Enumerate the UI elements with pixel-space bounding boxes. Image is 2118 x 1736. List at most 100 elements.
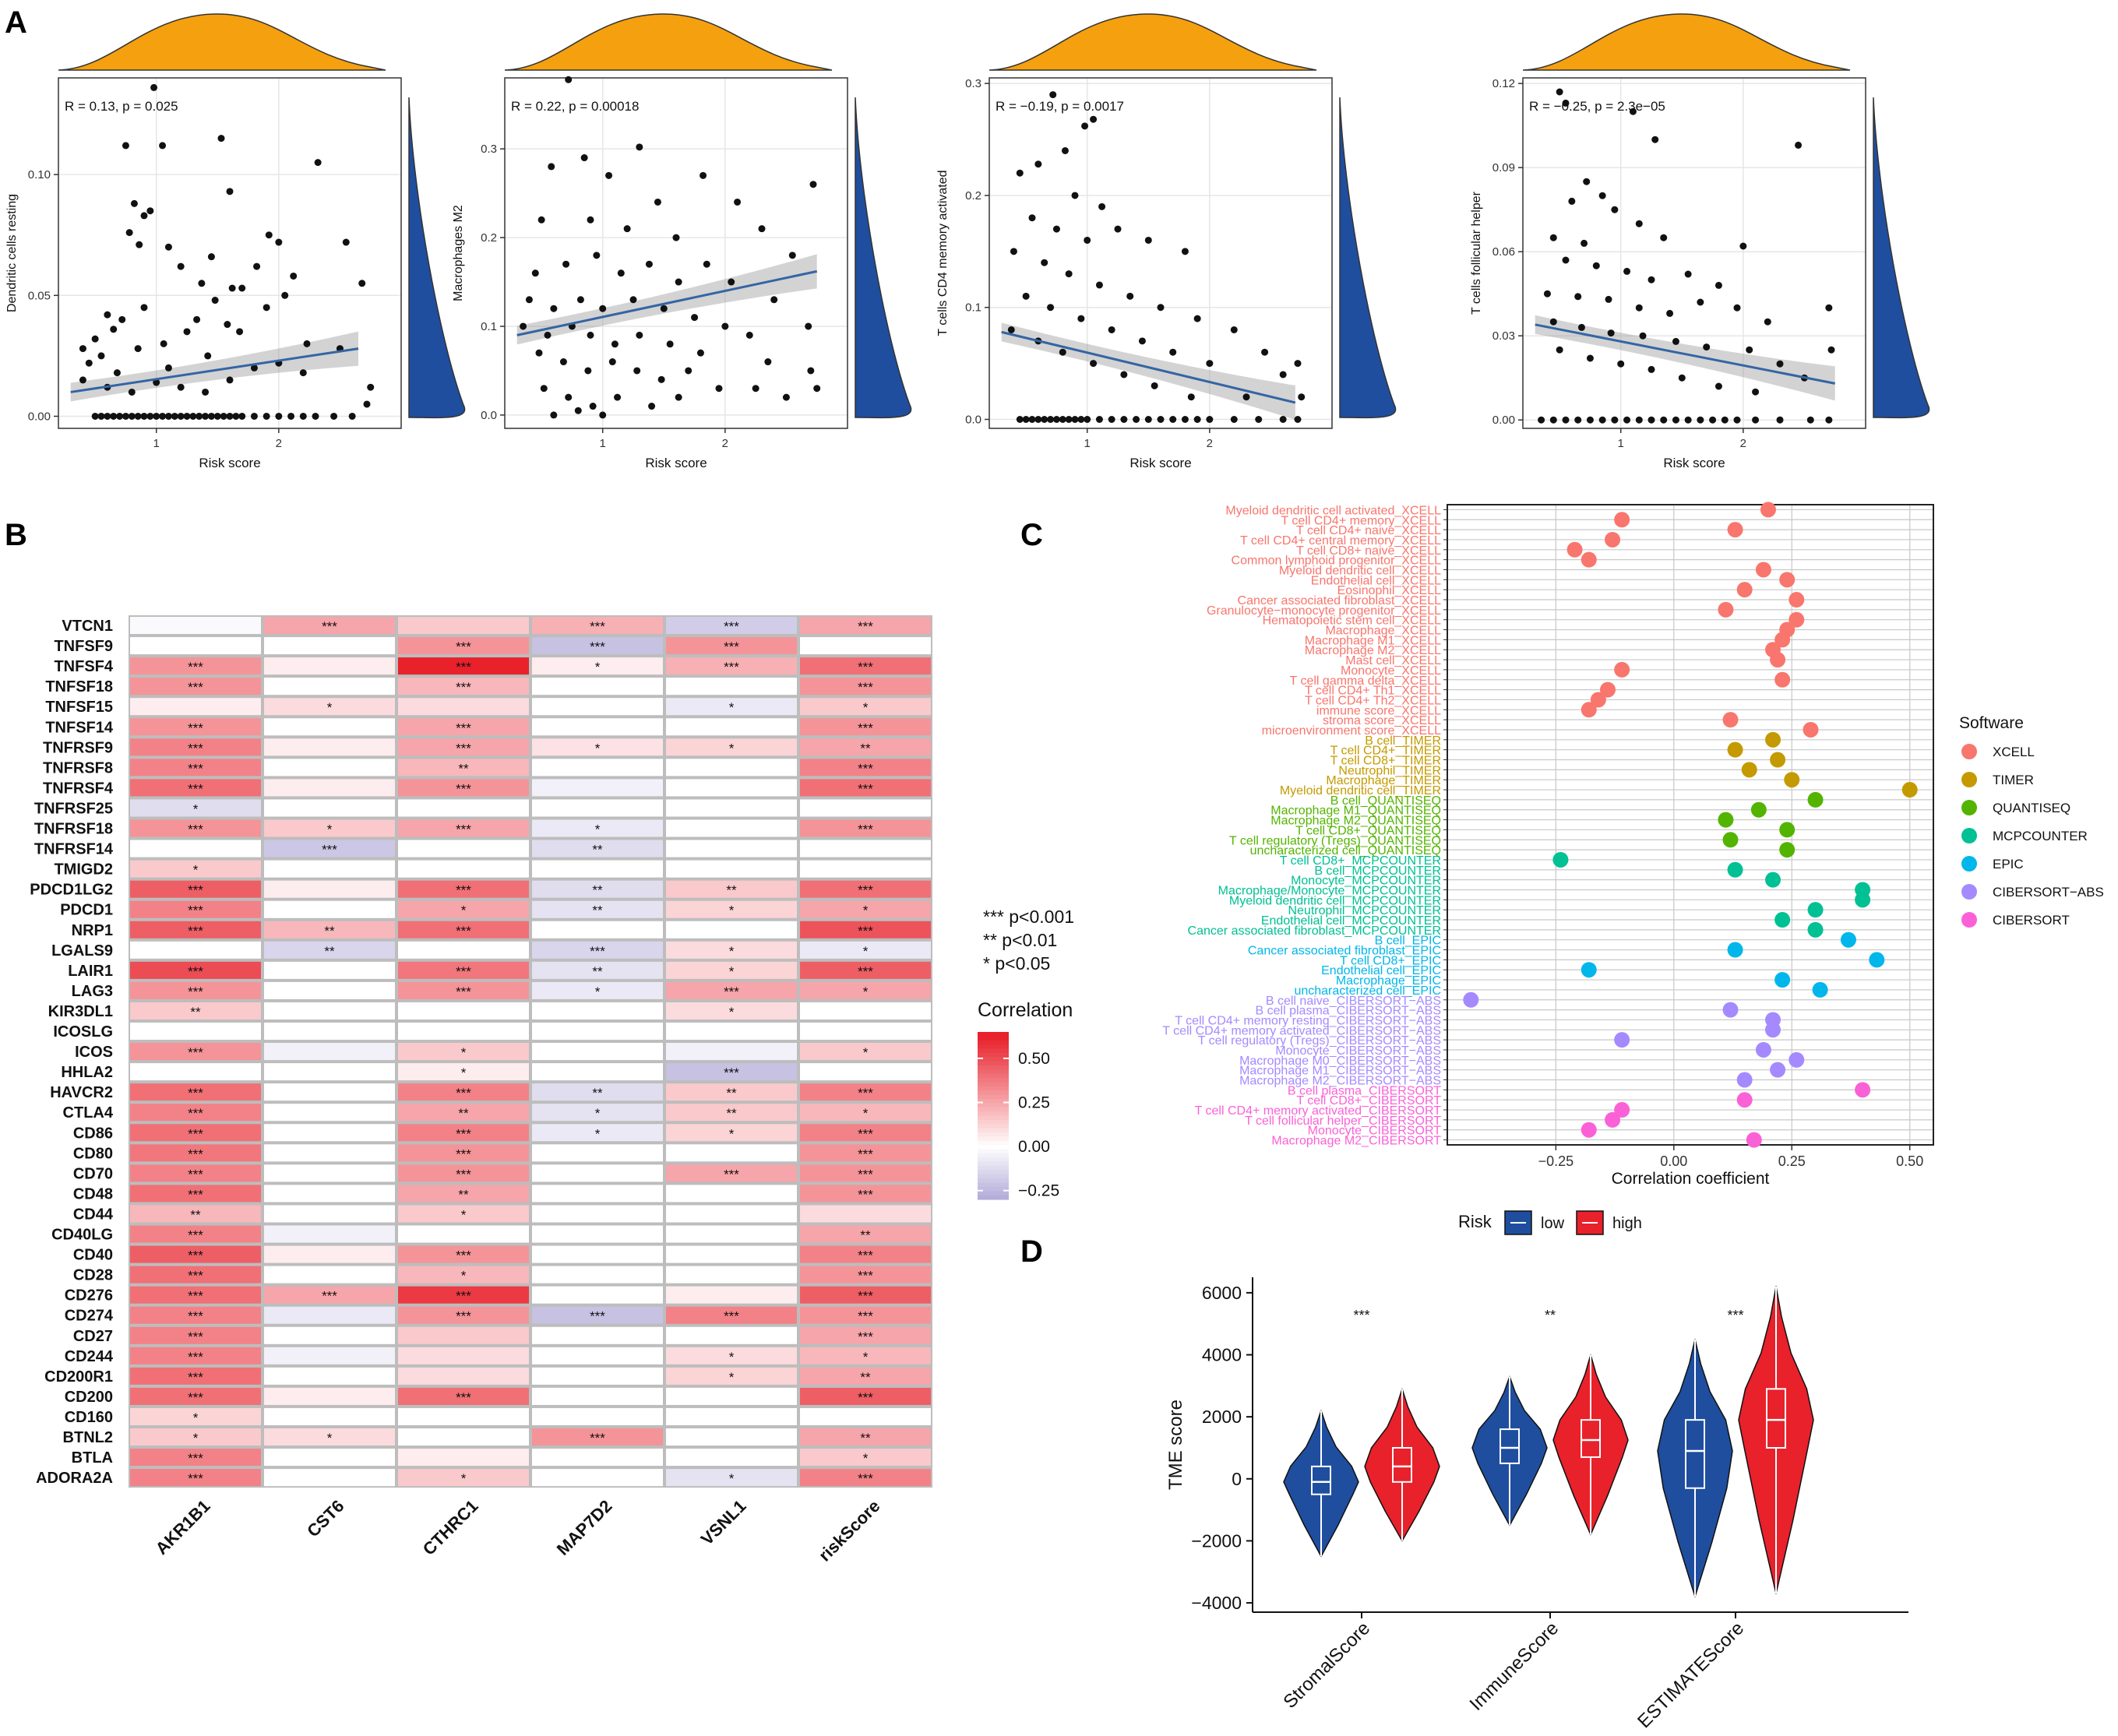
correlation-dot [1840,931,1856,948]
data-point [1574,416,1582,424]
heatmap-cell [264,840,395,857]
box [1392,1446,1412,1483]
column-label: CST6 [303,1496,347,1541]
data-point [177,262,185,270]
y-tick-label: 0.1 [965,301,981,315]
correlation-dot [1807,902,1824,918]
significance-stars: *** [724,660,739,674]
data-point [1549,234,1557,241]
significance-stars: *** [858,680,873,695]
heatmap-background [129,615,932,1488]
correlation-annotation: R = 0.22, p = 0.00018 [511,99,639,114]
heatmap-cell [532,1164,663,1182]
heatmap-cell [800,1164,931,1182]
heatmap-cell [532,1347,663,1365]
heatmap-cell [800,961,931,979]
correlation-dot [1774,671,1791,688]
top-density-curve [504,13,833,71]
data-point [211,297,219,305]
data-point [1084,415,1091,423]
significance-stars: *** [188,720,203,735]
heatmap-cell [532,759,663,776]
data-point [1126,292,1134,300]
data-point [1583,178,1591,185]
x-tick-label: 2 [1740,437,1746,450]
data-point [1714,382,1722,390]
data-point [1016,415,1024,423]
heatmap-cell [130,1449,261,1467]
panel-label-b: B [5,518,27,552]
significance-label: *** [1727,1308,1743,1323]
correlation-dot [1605,531,1621,548]
row-label: T cell gamma delta_XCELL [1290,674,1442,688]
data-point [348,412,356,420]
data-point [535,349,543,357]
heatmap-cell [800,1266,931,1284]
significance-stars: *** [188,1126,203,1141]
heatmap-cell [666,1124,797,1142]
data-point [110,412,118,420]
column-label: MAP7D2 [553,1496,616,1559]
data-point [1108,326,1115,333]
correlation-dot [1722,1002,1739,1018]
heatmap-cell [532,840,663,857]
significance-stars: *** [188,903,203,918]
significance-stars: *** [858,1390,873,1405]
y-tick-label: 0.3 [481,143,497,156]
significance-stars: *** [188,822,203,837]
data-point [1059,348,1066,356]
significance-stars: *** [724,1065,739,1080]
significance-stars: * [863,700,869,715]
significance-legend-item: *** p<0.001 [983,907,1074,927]
row-label: CD48 [73,1185,113,1203]
right-density-curve [408,97,466,419]
row-label: TNFRSF4 [43,780,114,797]
data-point [1294,415,1302,423]
data-point [1697,416,1704,424]
significance-stars: *** [188,1248,203,1263]
colorbar-segment [978,1145,1009,1150]
heatmap-cell [666,1063,797,1081]
significance-stars: *** [858,781,873,796]
data-point [1108,415,1115,423]
heatmap-cell [800,1063,931,1081]
box [1685,1419,1705,1489]
heatmap-cell [800,657,931,675]
data-point [1133,415,1140,423]
significance-stars: ** [860,1228,871,1243]
row-label: Macrophage_TIMER [1326,774,1441,787]
heatmap-cell [532,981,663,999]
heatmap-cell [130,1245,261,1263]
heatmap-cell [398,941,529,959]
significance-stars: *** [724,1167,739,1181]
heatmap-cell [398,1367,529,1385]
heatmap-cell [264,941,395,959]
row-label: TNFRSF25 [34,800,113,817]
row-label: CD200R1 [44,1368,113,1386]
heatmap-cell [264,921,395,938]
data-point [281,291,289,299]
significance-stars: *** [322,1289,337,1304]
data-point [648,403,656,410]
heatmap-cell [532,1104,663,1122]
significance-stars: ** [592,903,603,918]
heatmap-cell [532,799,663,817]
data-point [1746,346,1753,354]
heatmap-cell [800,921,931,938]
significance-stars: ** [592,964,603,979]
colorbar-tick-label: 0.25 [1018,1094,1050,1112]
row-label: microenvironment score_XCELL [1262,724,1441,738]
data-point [1230,326,1238,333]
data-point [1605,295,1612,303]
heatmap-cell [130,779,261,797]
data-point [1562,416,1570,424]
row-label: TNFRSF8 [43,759,113,776]
significance-stars: *** [858,761,873,776]
significance-stars: *** [858,822,873,837]
heatmap-cell [130,657,261,675]
legend-label: CIBERSORT−ABS [1993,885,2104,900]
heatmap-cell [130,617,261,635]
heatmap-cell [130,1185,261,1203]
heatmap-cell [800,1347,931,1365]
significance-stars: ** [458,761,469,776]
